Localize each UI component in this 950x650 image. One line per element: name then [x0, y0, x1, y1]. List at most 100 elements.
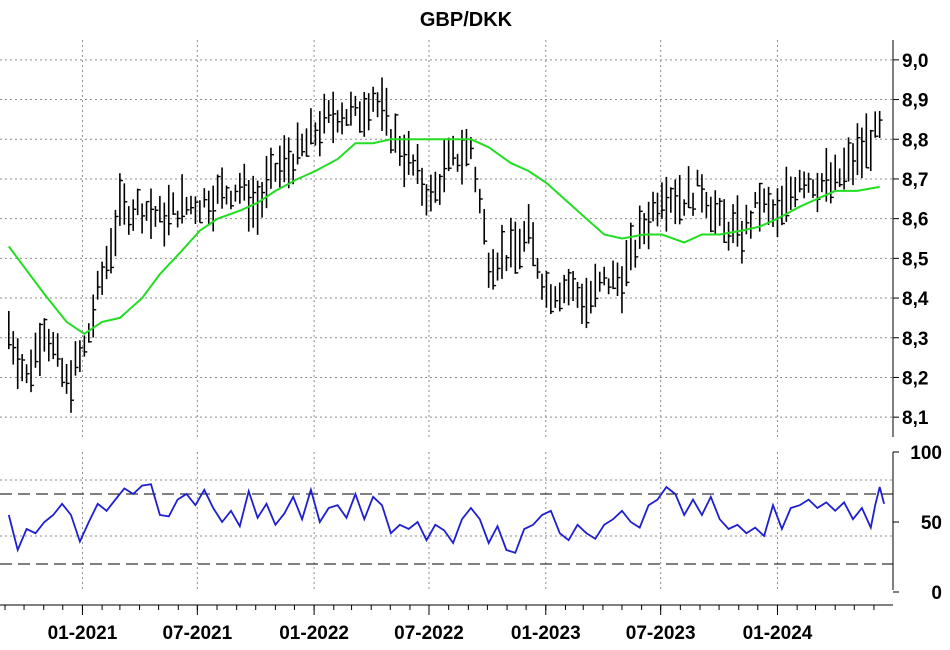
price-bar: [701, 174, 705, 213]
price-bar: [732, 204, 737, 244]
price-bar: [576, 281, 581, 308]
price-bar: [456, 153, 461, 172]
price-bar: [336, 110, 341, 133]
price-bar: [101, 261, 106, 295]
price-bar: [443, 139, 448, 193]
price-bar: [376, 92, 381, 118]
price-y-tick-label: 8,7: [902, 170, 928, 191]
price-bar: [829, 162, 834, 204]
price-y-tick-label: 8,3: [902, 329, 928, 350]
price-bar: [21, 354, 26, 382]
price-bar: [621, 266, 625, 314]
price-bar: [612, 260, 617, 290]
price-bar: [843, 147, 848, 190]
price-y-tick-label: 8,9: [902, 91, 928, 112]
price-bar: [585, 277, 590, 329]
price-bar: [803, 171, 808, 199]
price-bar: [354, 95, 359, 116]
price-bar: [359, 101, 363, 133]
price-bar: [789, 176, 794, 210]
price-bar: [510, 217, 514, 268]
price-bar: [110, 228, 114, 274]
price-bar: [314, 122, 319, 146]
price-bar: [532, 222, 537, 267]
price-bar: [869, 129, 874, 172]
price-bar: [705, 191, 710, 218]
price-bar: [696, 169, 701, 187]
price-bar: [274, 162, 279, 182]
price-bar: [225, 185, 230, 205]
price-bar: [692, 192, 697, 216]
x-tick-label: 01-2021: [48, 623, 118, 644]
price-bar: [718, 197, 723, 226]
price-bar: [163, 202, 168, 247]
price-bar: [172, 192, 177, 215]
price-bar: [403, 134, 408, 188]
price-bar: [132, 199, 137, 231]
price-bar: [496, 252, 501, 281]
price-bar: [465, 128, 470, 167]
price-bar: [8, 310, 12, 350]
price-bar: [363, 91, 368, 137]
price-bar: [590, 280, 594, 314]
price-y-tick-label: 9,0: [902, 51, 928, 72]
x-tick-label: 07-2022: [394, 623, 464, 644]
price-bar: [567, 268, 572, 306]
price-bar: [674, 179, 679, 225]
price-bar: [723, 199, 728, 244]
price-bar: [754, 192, 759, 208]
price-bar: [83, 335, 88, 357]
price-bar: [150, 188, 154, 239]
price-bar: [492, 249, 497, 290]
price-bar: [776, 188, 781, 238]
price-bar: [207, 190, 212, 226]
price-bar: [425, 184, 430, 216]
price-bar: [332, 91, 337, 144]
price-bar: [167, 184, 172, 236]
price-bar: [65, 363, 70, 394]
price-bar: [96, 270, 101, 300]
price-bar: [501, 224, 505, 279]
price-y-tick-label: 8,1: [902, 408, 929, 429]
price-bar: [381, 77, 386, 131]
price-bar: [670, 187, 674, 213]
price-bar: [114, 209, 119, 257]
price-bar: [341, 102, 346, 135]
price-bar: [319, 111, 323, 157]
price-bar: [119, 173, 123, 226]
price-bar: [181, 174, 186, 224]
price-bar: [305, 128, 310, 157]
price-bar: [856, 123, 861, 176]
price-bar: [550, 284, 554, 315]
price-bar: [821, 173, 825, 193]
price-bar: [514, 221, 519, 274]
price-bar: [683, 199, 688, 216]
price-bar: [256, 180, 261, 235]
price-bar: [145, 200, 150, 221]
price-bar: [634, 239, 639, 268]
price-bar: [52, 332, 57, 360]
price-bar: [407, 130, 412, 175]
price-bar: [25, 364, 30, 384]
price-bar: [838, 168, 843, 188]
price-bar: [434, 171, 439, 203]
price-bar: [123, 183, 128, 225]
price-bar: [323, 93, 328, 134]
price-bar: [638, 205, 643, 249]
price-bar: [212, 185, 217, 232]
price-bar: [616, 262, 621, 297]
price-bar: [243, 163, 248, 201]
price-bar: [12, 331, 17, 365]
price-bar: [416, 143, 421, 185]
x-tick-label: 01-2023: [511, 623, 581, 644]
price-bar: [630, 222, 634, 271]
x-tick-label: 01-2024: [743, 623, 813, 644]
price-bar: [656, 192, 661, 227]
price-bar: [301, 133, 306, 157]
price-bar: [385, 87, 390, 136]
price-bar: [727, 221, 732, 251]
indicator-reference-lines: [0, 451, 899, 593]
price-bar: [598, 271, 603, 292]
price-bar: [79, 340, 83, 373]
